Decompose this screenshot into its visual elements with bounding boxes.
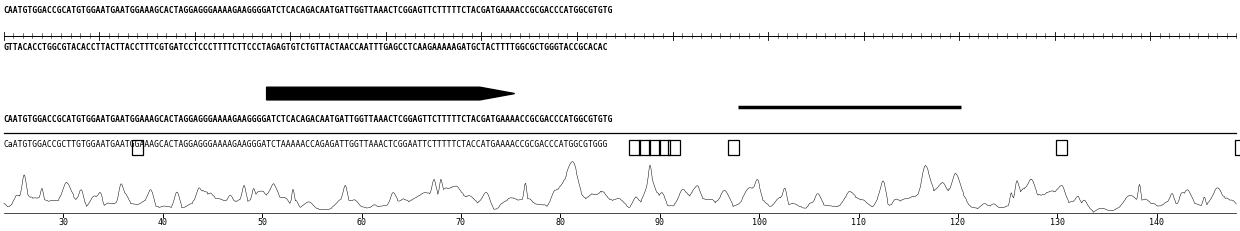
- Text: 120: 120: [951, 218, 966, 227]
- Text: 110: 110: [851, 218, 866, 227]
- Text: 40: 40: [157, 218, 167, 227]
- Bar: [629, 140, 640, 155]
- Bar: [1235, 140, 1240, 155]
- Text: 30: 30: [58, 218, 68, 227]
- Bar: [728, 140, 739, 155]
- Text: CaATGTGGACCGCTTGTGGAATGAATGGAAAGCACTAGGAGGGAAAAGAAGGGATCTAAAAACCAGAGATTGGTTAAACT: CaATGTGGACCGCTTGTGGAATGAATGGAAAGCACTAGGA…: [4, 140, 609, 149]
- Text: 140: 140: [1149, 218, 1164, 227]
- Text: 70: 70: [456, 218, 466, 227]
- Bar: [131, 140, 143, 155]
- Text: GTTACACCTGGCGTACACCTTACTTACCTTTCGTGATCCTCCCTTTTCTTCCCTAGAGTGTCTGTTACTAACCAATTTGA: GTTACACCTGGCGTACACCTTACTTACCTTTCGTGATCCT…: [4, 43, 609, 52]
- Text: CAATGTGGACCGCATGTGGAATGAATGGAAAGCACTAGGAGGGAAAAGAAGGGGATCTCACAGACAATGATTGGTTAAAC: CAATGTGGACCGCATGTGGAATGAATGGAAAGCACTAGGA…: [4, 116, 613, 125]
- Text: 60: 60: [357, 218, 367, 227]
- Text: 90: 90: [655, 218, 665, 227]
- Bar: [639, 140, 650, 155]
- Text: 80: 80: [556, 218, 565, 227]
- Bar: [649, 140, 660, 155]
- Text: CAATGTGGACCGCATGTGGAATGAATGGAAAGCACTAGGAGGGAAAAGAAGGGGATCTCACAGACAATGATTGGTTAAAC: CAATGTGGACCGCATGTGGAATGAATGGAAAGCACTAGGA…: [4, 6, 613, 15]
- Bar: [1056, 140, 1068, 155]
- Text: 100: 100: [751, 218, 766, 227]
- Bar: [668, 140, 680, 155]
- FancyArrow shape: [267, 87, 515, 100]
- Text: 50: 50: [257, 218, 267, 227]
- Text: 130: 130: [1050, 218, 1065, 227]
- Bar: [658, 140, 670, 155]
